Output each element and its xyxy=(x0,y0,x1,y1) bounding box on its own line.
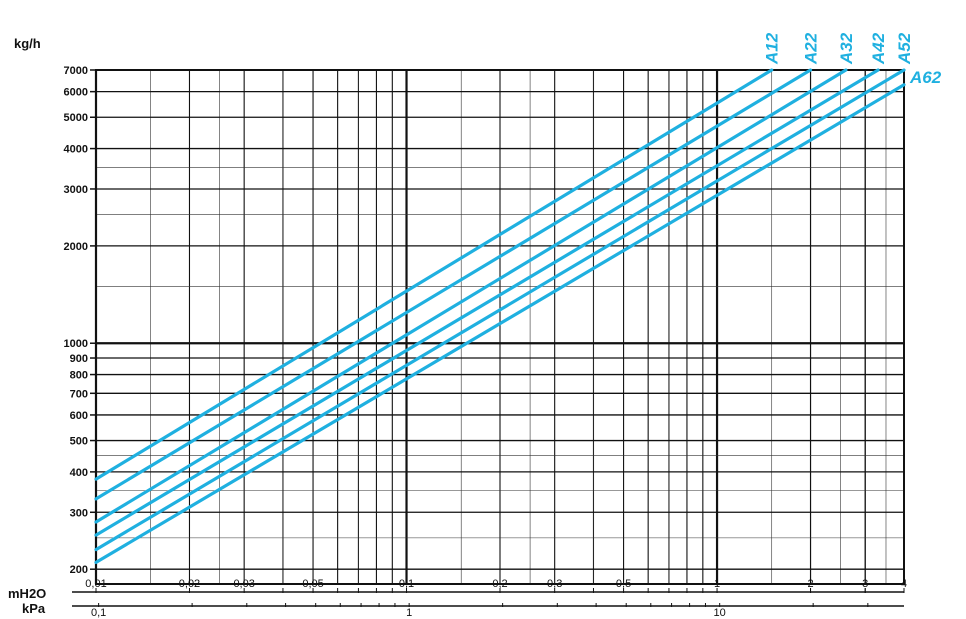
x-tick-label-kpa: 0,1 xyxy=(91,607,106,619)
y-tick-label: 2000 xyxy=(64,241,88,253)
x-tick-label-kpa: 10 xyxy=(714,607,726,619)
x-tick-label-mh2o: 1 xyxy=(714,578,720,590)
x-tick-label-mh2o: 0,02 xyxy=(179,578,200,590)
x-tick-label-mh2o: 0,2 xyxy=(492,578,507,590)
x-tick-label-kpa: 1 xyxy=(406,607,412,619)
series-label-a12: A12 xyxy=(763,32,782,65)
series-label-a42: A42 xyxy=(869,32,888,65)
y-tick-label: 300 xyxy=(70,507,88,519)
y-tick-label: 200 xyxy=(70,564,88,576)
y-tick-label: 1000 xyxy=(64,338,88,350)
series-label-a32: A32 xyxy=(837,32,856,65)
series-label-a22: A22 xyxy=(802,32,821,65)
y-tick-label: 800 xyxy=(70,370,88,382)
y-tick-label: 6000 xyxy=(64,87,88,99)
y-tick-label: 600 xyxy=(70,410,88,422)
series-label-a52: A52 xyxy=(895,32,914,65)
series-line-a32 xyxy=(94,68,848,524)
x-tick-label-mh2o: 3 xyxy=(862,578,868,590)
y-tick-label: 700 xyxy=(70,388,88,400)
series-line-a62 xyxy=(94,83,906,565)
y-tick-label: 3000 xyxy=(64,184,88,196)
y-tick-label: 400 xyxy=(70,467,88,479)
x-axis-title-kpa: kPa xyxy=(22,601,46,616)
y-tick-label: 500 xyxy=(70,436,88,448)
x-tick-label-mh2o: 4 xyxy=(901,578,907,590)
plot-frame xyxy=(95,69,905,585)
series-line-a42 xyxy=(94,68,880,537)
y-axis-title: kg/h xyxy=(14,36,41,51)
x-axis-title-mh2o: mH2O xyxy=(8,586,46,601)
series-line-a22 xyxy=(94,68,813,501)
y-tick-label: 7000 xyxy=(64,65,88,77)
y-tick-label: 5000 xyxy=(64,112,88,124)
x-tick-label-mh2o: 0,5 xyxy=(616,578,631,590)
x-tick-label-mh2o: 0,3 xyxy=(547,578,562,590)
x-tick-label-mh2o: 0,03 xyxy=(233,578,254,590)
series-line-a52 xyxy=(94,68,906,552)
series-label-a62: A62 xyxy=(909,68,942,87)
x-tick-label-mh2o: 0,1 xyxy=(399,578,414,590)
x-tick-label-mh2o: 0,05 xyxy=(302,578,323,590)
series-line-a12 xyxy=(94,68,774,481)
y-tick-label: 900 xyxy=(70,353,88,365)
x-tick-label-mh2o: 2 xyxy=(807,578,813,590)
y-tick-label: 4000 xyxy=(64,144,88,156)
x-tick-label-mh2o: 0,01 xyxy=(85,578,106,590)
